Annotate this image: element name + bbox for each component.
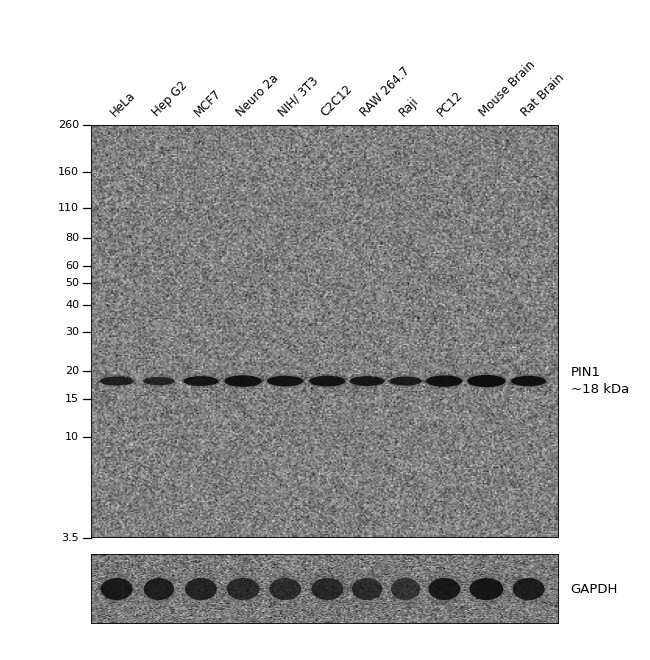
Text: 160: 160 (58, 167, 79, 177)
Ellipse shape (424, 373, 464, 389)
Ellipse shape (426, 376, 463, 387)
Ellipse shape (227, 578, 259, 600)
Text: RAW 264.7: RAW 264.7 (358, 65, 413, 119)
Text: 10: 10 (65, 432, 79, 442)
Ellipse shape (222, 373, 264, 389)
Ellipse shape (100, 377, 134, 385)
Text: 20: 20 (65, 366, 79, 376)
Ellipse shape (101, 578, 133, 600)
Text: Neuro 2a: Neuro 2a (234, 72, 281, 119)
Ellipse shape (391, 578, 420, 600)
Text: Hep G2: Hep G2 (150, 79, 190, 119)
Text: C2C12: C2C12 (318, 82, 355, 119)
Ellipse shape (469, 578, 503, 600)
Ellipse shape (389, 377, 422, 385)
Ellipse shape (465, 372, 508, 390)
Text: 80: 80 (65, 233, 79, 244)
Ellipse shape (144, 578, 174, 600)
Ellipse shape (387, 375, 424, 387)
Ellipse shape (183, 572, 219, 606)
Text: 260: 260 (58, 120, 79, 131)
Ellipse shape (183, 376, 218, 386)
Ellipse shape (267, 376, 304, 387)
Ellipse shape (467, 572, 506, 606)
Text: 15: 15 (65, 393, 79, 403)
Ellipse shape (350, 572, 385, 606)
Ellipse shape (309, 572, 346, 606)
Ellipse shape (350, 376, 385, 386)
Ellipse shape (467, 375, 506, 387)
Ellipse shape (269, 578, 301, 600)
Ellipse shape (348, 374, 386, 388)
Text: MCF7: MCF7 (192, 87, 224, 119)
Ellipse shape (426, 572, 463, 606)
Ellipse shape (309, 376, 346, 387)
Ellipse shape (428, 578, 460, 600)
Text: Mouse Brain: Mouse Brain (477, 58, 538, 119)
Ellipse shape (389, 572, 422, 606)
Ellipse shape (352, 578, 382, 600)
Text: 3.5: 3.5 (62, 533, 79, 543)
Text: PIN1
~18 kDa: PIN1 ~18 kDa (571, 366, 629, 396)
Text: 40: 40 (65, 300, 79, 310)
Ellipse shape (182, 374, 220, 388)
Text: GAPDH: GAPDH (571, 583, 618, 595)
Ellipse shape (510, 572, 547, 606)
Text: 30: 30 (65, 327, 79, 337)
Ellipse shape (224, 572, 262, 606)
Text: NIH/ 3T3: NIH/ 3T3 (276, 74, 321, 119)
Ellipse shape (510, 374, 548, 389)
Ellipse shape (511, 376, 546, 387)
Ellipse shape (513, 578, 545, 600)
Ellipse shape (141, 572, 176, 606)
Text: 60: 60 (65, 261, 79, 271)
Ellipse shape (98, 572, 135, 606)
Ellipse shape (141, 376, 176, 387)
Ellipse shape (267, 572, 304, 606)
Text: HeLa: HeLa (107, 89, 138, 119)
Ellipse shape (185, 578, 217, 600)
Ellipse shape (265, 374, 306, 389)
Text: 110: 110 (58, 203, 79, 213)
Ellipse shape (224, 376, 262, 387)
Ellipse shape (98, 375, 135, 387)
Text: Rat Brain: Rat Brain (519, 71, 567, 119)
Ellipse shape (311, 578, 343, 600)
Text: PC12: PC12 (435, 88, 466, 119)
Text: 50: 50 (65, 279, 79, 288)
Text: Raji: Raji (396, 94, 421, 119)
Ellipse shape (307, 374, 347, 389)
Ellipse shape (143, 377, 175, 385)
